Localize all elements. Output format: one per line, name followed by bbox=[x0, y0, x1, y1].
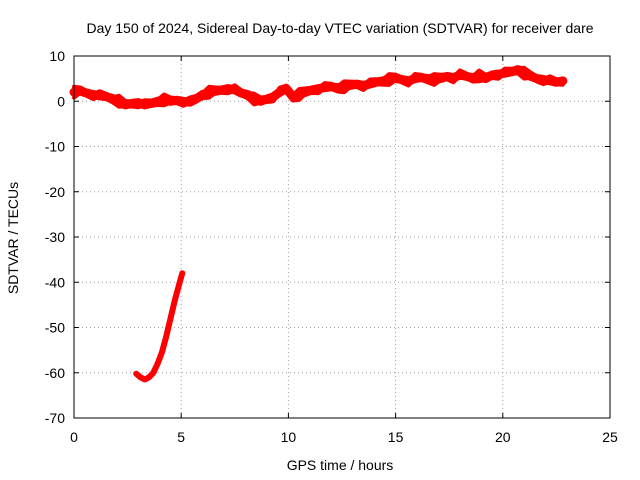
y-axis-label: SDTVAR / TECUs bbox=[5, 182, 21, 294]
x-tick-label: 15 bbox=[388, 429, 404, 445]
x-tick-label: 25 bbox=[602, 429, 618, 445]
y-tick-label: -50 bbox=[45, 320, 65, 336]
series-line bbox=[133, 270, 186, 383]
x-tick-label: 0 bbox=[70, 429, 78, 445]
y-tick-label: -20 bbox=[45, 184, 65, 200]
y-tick-label: 10 bbox=[49, 48, 65, 64]
y-tick-label: -10 bbox=[45, 139, 65, 155]
axis-ticks: 0 5 10 15 20 25 -70 -60 -50 -40 -30 -20 -10 0 10 bbox=[45, 48, 618, 445]
data-series bbox=[69, 65, 568, 383]
y-tick-label: -40 bbox=[45, 274, 65, 290]
x-tick-label: 10 bbox=[281, 429, 297, 445]
x-tick-label: 5 bbox=[177, 429, 185, 445]
series-line-jitter bbox=[72, 65, 565, 104]
chart-title: Day 150 of 2024, Sidereal Day-to-day VTE… bbox=[86, 20, 593, 36]
series-line-jitter bbox=[72, 71, 565, 110]
y-tick-label: -60 bbox=[45, 365, 65, 381]
y-tick-label: -70 bbox=[45, 410, 65, 426]
gridlines bbox=[74, 56, 610, 418]
y-tick-label: -30 bbox=[45, 229, 65, 245]
x-axis-label: GPS time / hours bbox=[287, 457, 394, 473]
x-tick-label: 20 bbox=[495, 429, 511, 445]
y-tick-label: 0 bbox=[57, 93, 65, 109]
